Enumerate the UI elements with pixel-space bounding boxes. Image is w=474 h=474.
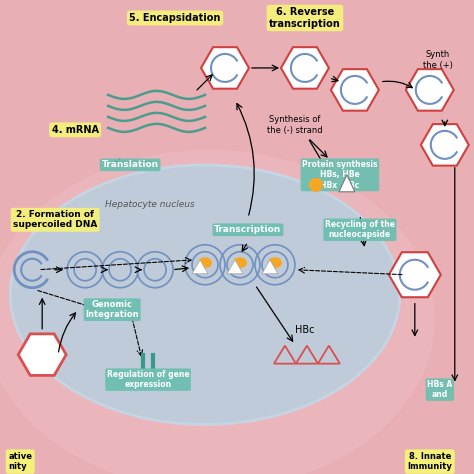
Polygon shape — [406, 69, 454, 110]
Text: 5. Encapsidation: 5. Encapsidation — [129, 13, 221, 23]
Text: 4. mRNA: 4. mRNA — [52, 125, 99, 135]
Polygon shape — [201, 47, 249, 89]
Text: Recycling of the
nucleocapside: Recycling of the nucleocapside — [325, 220, 395, 239]
Circle shape — [309, 178, 323, 192]
Text: ative
nity: ative nity — [8, 452, 32, 471]
Text: 2. Formation of
supercoiled DNA: 2. Formation of supercoiled DNA — [13, 210, 97, 229]
Ellipse shape — [198, 257, 212, 268]
Polygon shape — [227, 260, 243, 273]
Ellipse shape — [233, 257, 247, 268]
Text: Protein synthesis
HBs, HBe
HBx  HBc: Protein synthesis HBs, HBe HBx HBc — [302, 160, 378, 190]
Text: 8. Innate
Immunity: 8. Innate Immunity — [407, 452, 452, 471]
Polygon shape — [262, 260, 278, 273]
Polygon shape — [421, 124, 469, 165]
Ellipse shape — [0, 150, 435, 474]
Text: Synthesis of
the (-) strand: Synthesis of the (-) strand — [267, 115, 323, 135]
Text: HBs A
and: HBs A and — [427, 380, 452, 399]
Text: Transcription: Transcription — [214, 225, 282, 234]
Polygon shape — [389, 252, 441, 297]
Polygon shape — [18, 334, 66, 375]
Text: Genomic
Integration: Genomic Integration — [85, 300, 139, 319]
Ellipse shape — [268, 257, 282, 268]
Text: Synth
the (+): Synth the (+) — [423, 50, 453, 70]
Text: HBc: HBc — [295, 325, 315, 335]
Ellipse shape — [10, 165, 400, 425]
Text: Hepatocyte nucleus: Hepatocyte nucleus — [105, 201, 195, 210]
Polygon shape — [339, 175, 355, 192]
Polygon shape — [192, 260, 208, 273]
Text: Translation: Translation — [101, 160, 159, 169]
Text: 6. Reverse
transcription: 6. Reverse transcription — [269, 7, 341, 29]
Polygon shape — [281, 47, 329, 89]
Polygon shape — [331, 69, 379, 110]
Text: Regulation of gene
expression: Regulation of gene expression — [107, 370, 190, 389]
